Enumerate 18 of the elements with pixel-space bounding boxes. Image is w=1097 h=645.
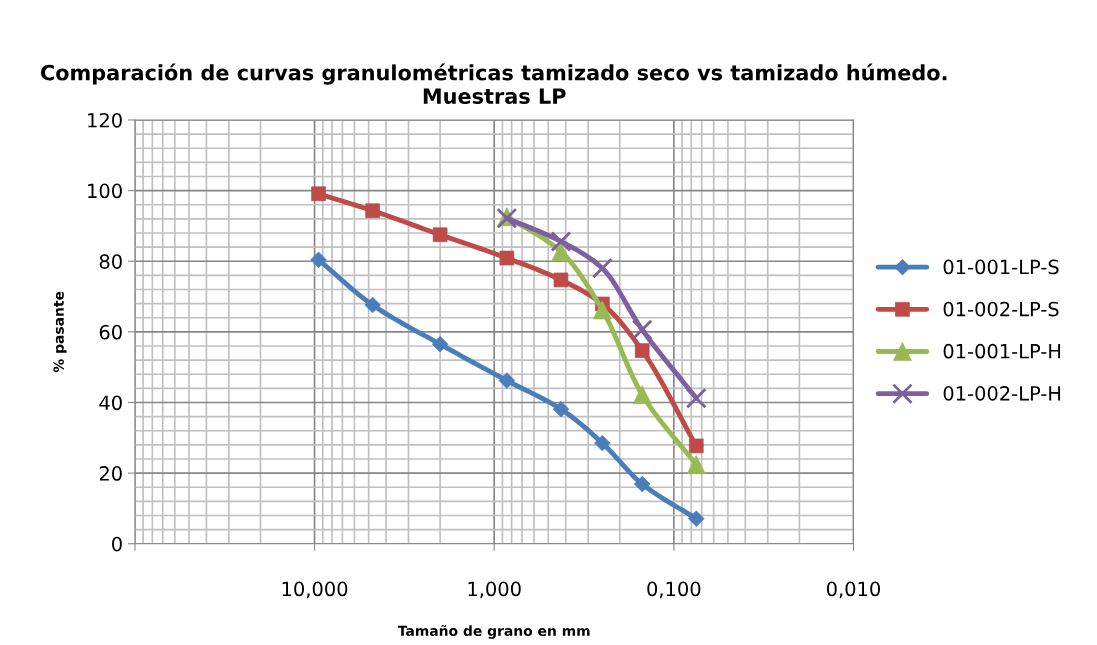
y-axis-title: % pasante: [53, 291, 67, 373]
legend-label: 01-001-LP-H: [943, 343, 1061, 359]
y-tick-label: 40: [99, 395, 122, 411]
y-tick-label: 60: [99, 324, 122, 340]
x-tick-label: 1,000: [468, 581, 521, 599]
chart-title: Comparación de curvas granulométricas tamizado seco vs tamizado húmedo. Muestras LP: [40, 63, 947, 104]
x-tick-label: 0,100: [647, 581, 701, 599]
x-tick-label: 0,010: [826, 581, 881, 599]
y-tick-label: 0: [112, 536, 122, 552]
y-tick-label: 120: [88, 112, 122, 128]
legend-label: 01-002-LP-S: [943, 301, 1059, 317]
y-tick-label: 80: [99, 254, 122, 269]
x-tick-label: 10,000: [282, 581, 348, 599]
y-tick-label: 100: [88, 183, 122, 199]
legend-label: 01-001-LP-S: [943, 259, 1059, 275]
y-tick-label: 20: [99, 466, 122, 481]
x-axis-title: Tamaño de grano en mm: [397, 625, 590, 639]
legend-label: 01-002-LP-H: [943, 386, 1061, 401]
